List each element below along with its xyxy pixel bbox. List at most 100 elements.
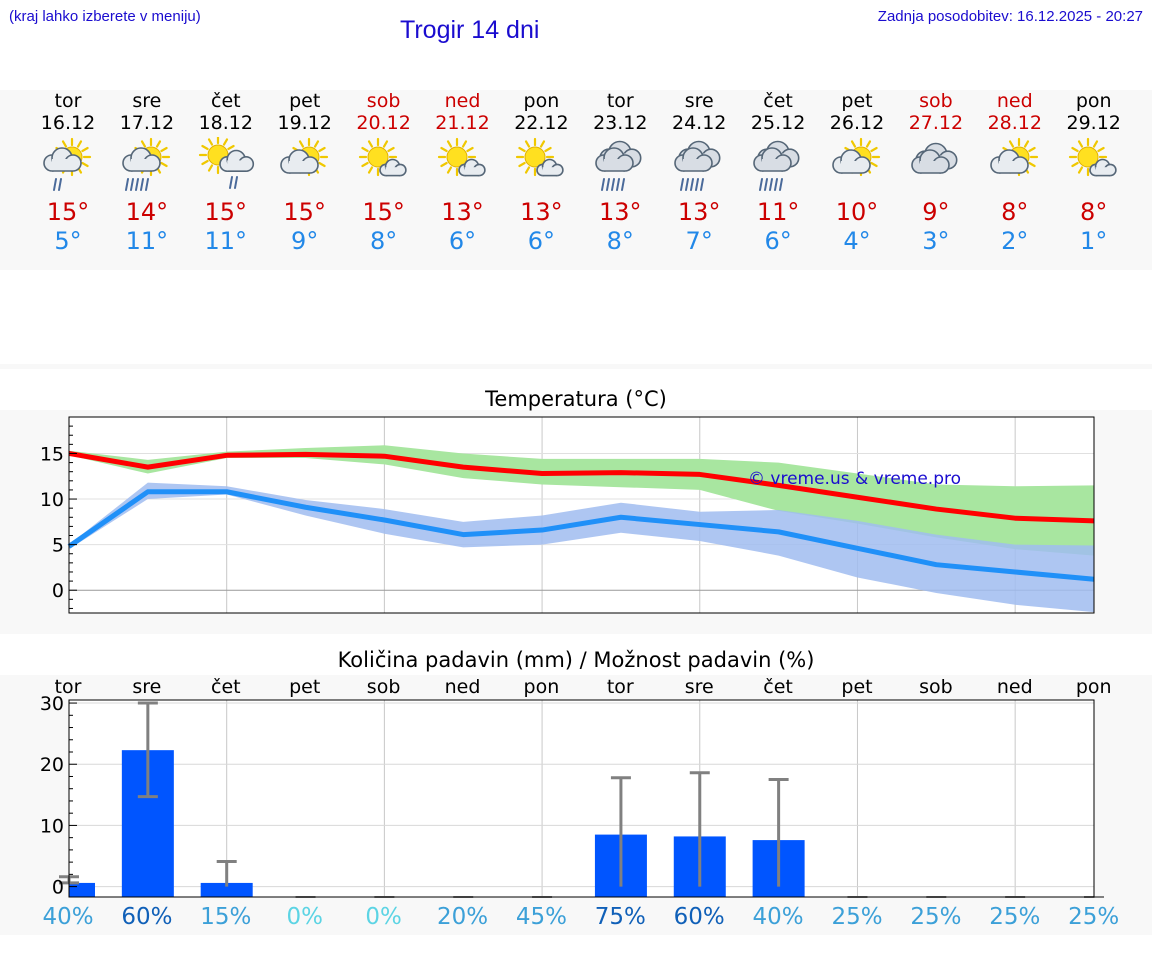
day-name: pon xyxy=(523,90,560,112)
min-temperature: 8° xyxy=(369,227,398,255)
precipitation-probability: 60% xyxy=(121,904,173,930)
precipitation-day-label: pet xyxy=(841,676,873,698)
temperature-chart-title: Temperatura (°C) xyxy=(485,387,667,411)
max-temperature: 15° xyxy=(204,198,248,226)
y-tick-label: 10 xyxy=(40,489,64,511)
precipitation-probability: 40% xyxy=(752,904,804,930)
day-date: 23.12 xyxy=(593,112,648,134)
precipitation-day-label: pet xyxy=(289,676,321,698)
precipitation-bar xyxy=(69,882,95,897)
day-date: 22.12 xyxy=(514,112,569,134)
max-temperature: 13° xyxy=(520,198,563,226)
min-temperature: 6° xyxy=(764,227,792,255)
day-name: sob xyxy=(366,90,401,112)
day-name: čet xyxy=(211,90,241,112)
cloud-shape xyxy=(832,149,871,174)
max-temperature: 15° xyxy=(362,198,405,226)
day-name: sob xyxy=(919,90,953,112)
day-date: 21.12 xyxy=(435,112,490,134)
forecast-band xyxy=(0,90,1152,270)
min-temperature: 6° xyxy=(448,227,477,255)
precipitation-day-label: pon xyxy=(1075,676,1112,698)
plot-area xyxy=(69,700,1094,897)
precipitation-day-label: sob xyxy=(366,676,401,698)
sunny-cloud-rain-icon xyxy=(198,137,254,189)
min-temperature: 7° xyxy=(685,227,713,255)
min-temperature: 6° xyxy=(527,227,556,255)
page-title: Trogir 14 dni xyxy=(400,16,540,44)
cloud-shape xyxy=(674,147,713,172)
cloud-shape xyxy=(218,149,254,173)
min-temperature-band xyxy=(69,482,1094,613)
day-date: 17.12 xyxy=(119,112,175,134)
max-temperature-line xyxy=(68,451,1095,524)
cloud-rain-icon xyxy=(674,140,721,191)
precipitation-probability: 25% xyxy=(1068,904,1120,930)
cloud-shape xyxy=(457,158,486,177)
precipitation-probability: 45% xyxy=(515,904,567,930)
cloud-shape xyxy=(911,149,950,174)
precipitation-probability: 75% xyxy=(594,904,646,930)
day-name: pon xyxy=(1075,90,1112,112)
day-name: sre xyxy=(684,90,714,112)
max-temperature-band xyxy=(69,445,1094,556)
cloud-shape xyxy=(378,158,407,177)
day-date: 25.12 xyxy=(750,112,806,134)
day-name: ned xyxy=(996,90,1033,112)
precipitation-day-label: ned xyxy=(444,676,481,698)
min-temperature: 2° xyxy=(1001,227,1029,255)
precipitation-error-bar xyxy=(689,771,710,887)
rain-shape xyxy=(124,178,149,191)
precipitation-probability: 0% xyxy=(286,904,323,930)
day-date: 18.12 xyxy=(198,112,253,134)
y-tick-label: 15 xyxy=(40,443,64,465)
precipitation-chart: 0 10 20 30 xyxy=(40,693,1104,899)
min-temperature: 8° xyxy=(606,227,634,255)
max-temperature: 14° xyxy=(125,198,169,226)
rain-shape xyxy=(601,178,626,191)
max-temperature: 8° xyxy=(1080,198,1108,226)
precipitation-day-label: sob xyxy=(919,676,953,698)
partly-sunny-icon xyxy=(832,137,881,177)
day-date: 20.12 xyxy=(356,112,411,134)
day-name: sre xyxy=(132,90,162,112)
sun-small-cloud-icon xyxy=(358,137,407,177)
max-temperature: 13° xyxy=(677,198,721,226)
precipitation-probability: 25% xyxy=(910,904,962,930)
y-tick-label: 0 xyxy=(52,580,64,602)
sun-shape xyxy=(437,137,476,177)
cloud-shape xyxy=(1088,158,1117,177)
precipitation-day-label: tor xyxy=(54,676,82,698)
min-temperature: 11° xyxy=(125,227,169,255)
max-temperature: 10° xyxy=(835,198,879,226)
spacer-band xyxy=(0,364,1152,369)
max-temperature: 8° xyxy=(1001,198,1029,226)
precipitation-probability: 25% xyxy=(831,904,883,930)
cloud-shape xyxy=(989,149,1029,174)
temperature-chart: 0 5 10 15 © vreme.us & vreme.pro xyxy=(40,416,1095,614)
min-temperature: 4° xyxy=(843,227,871,255)
min-temperature: 11° xyxy=(204,227,248,255)
cloud-shape xyxy=(279,149,319,174)
partly-sunny-rain-icon xyxy=(43,137,92,191)
day-date: 16.12 xyxy=(40,112,96,134)
precipitation-probability: 60% xyxy=(673,904,725,930)
precipitation-day-label: pon xyxy=(523,676,560,698)
day-date: 19.12 xyxy=(277,112,332,134)
y-tick-label: 5 xyxy=(52,535,64,557)
max-temperature: 9° xyxy=(922,198,950,226)
max-temperature: 13° xyxy=(599,198,642,226)
sun-small-cloud-icon xyxy=(516,137,565,177)
day-name: čet xyxy=(763,90,793,112)
precipitation-day-label: tor xyxy=(606,676,634,698)
max-temperature: 11° xyxy=(756,198,800,226)
day-date: 26.12 xyxy=(829,112,885,134)
precipitation-chart-title: Količina padavin (mm) / Možnost padavin … xyxy=(337,648,815,672)
day-name: pet xyxy=(841,90,873,112)
precipitation-probability: 25% xyxy=(989,904,1041,930)
precipitation-probability: 15% xyxy=(200,904,252,930)
day-date: 28.12 xyxy=(987,112,1042,134)
y-tick-label: 30 xyxy=(40,693,64,715)
precipitation-error-bar xyxy=(768,778,789,887)
plot-frame xyxy=(68,699,1095,898)
